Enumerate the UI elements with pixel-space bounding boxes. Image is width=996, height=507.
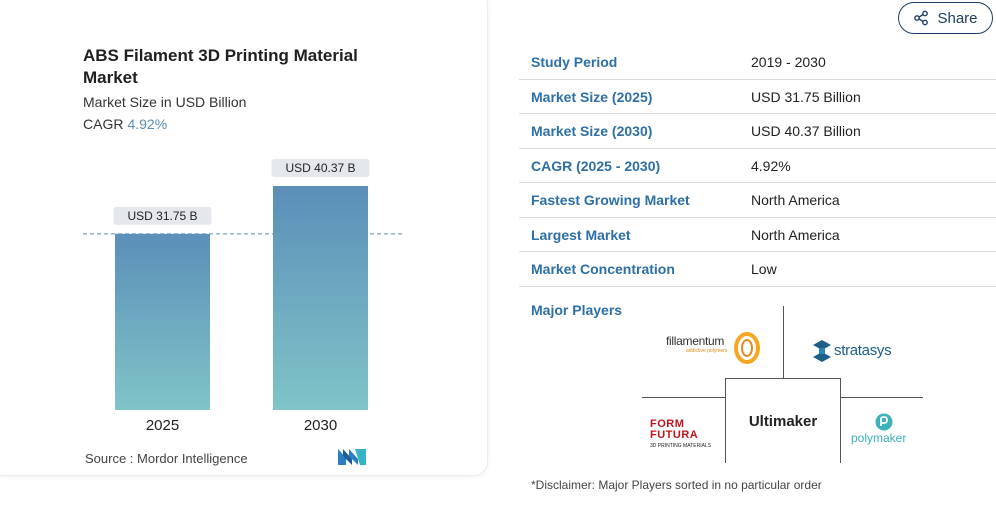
stratasys-icon [813, 340, 831, 362]
fact-label: CAGR (2025 - 2030) [531, 157, 661, 174]
fact-value: USD 40.37 Billion [751, 123, 861, 139]
formfutura-tagline: 3D PRINTING MATERIALS [650, 443, 712, 449]
fact-row-fastest-growing-market: Fastest Growing Market North America [519, 183, 996, 218]
fact-label: Fastest Growing Market [531, 192, 690, 208]
players-divider-right [841, 397, 923, 398]
x-tick-label: 2030 [304, 417, 337, 434]
fact-row-study-period: Study Period 2019 - 2030 [519, 45, 996, 80]
fact-value: Low [751, 261, 777, 277]
data-label-box [113, 206, 212, 225]
fact-row-market-concentration: Market Concentration Low [519, 252, 996, 287]
fillamentum-tagline: addictive polymers [686, 348, 728, 354]
ultimaker-logo-box: Ultimaker [725, 378, 841, 463]
fact-row-market-size-2030: Market Size (2030) USD 40.37 Billion [519, 114, 996, 149]
formfutura-wordmark: FORM FUTURA [650, 418, 699, 441]
fact-label: Market Size (2030) [531, 123, 653, 139]
share-icon [914, 10, 929, 26]
fact-row-cagr: CAGR (2025 - 2030) 4.92% [519, 149, 996, 183]
bar-2030 [273, 186, 368, 410]
fact-row-market-size-2025: Market Size (2025) USD 31.75 Billion [519, 80, 996, 114]
fact-value: USD 31.75 Billion [751, 88, 861, 105]
fact-row-largest-market: Largest Market North America [519, 218, 996, 252]
polymaker-logo: polymaker [851, 431, 907, 445]
stratasys-logo: stratasys [834, 342, 892, 359]
players-divider-left [642, 397, 725, 398]
players-divider-vertical [783, 306, 784, 378]
chart-title: ABS Filament 3D Printing Material Market [83, 46, 358, 87]
fact-label: Market Size (2025) [531, 88, 653, 105]
mordor-intelligence-logo-icon [338, 449, 366, 465]
share-button[interactable]: Share [898, 2, 993, 34]
data-label-box [271, 159, 370, 177]
polymaker-icon [875, 413, 893, 431]
bar-chart: USD 31.75 B 2025 USD 40.37 B 2030 [83, 159, 402, 434]
bar-2025 [115, 233, 210, 410]
disclaimer-text: *Disclaimer: Major Players sorted in no … [531, 478, 822, 492]
fillamentum-spool-icon [734, 332, 760, 364]
fillamentum-wordmark: fillamentum [666, 334, 725, 348]
fillamentum-logo: fillamentum addictive polymers [666, 334, 727, 354]
fact-label: Largest Market [531, 226, 631, 243]
major-players-label: Major Players [531, 302, 623, 318]
market-facts-table: Study Period 2019 - 2030 Market Size (20… [519, 45, 996, 287]
fact-label: Study Period [531, 54, 618, 70]
source-text: Source : Mordor Intelligence [85, 451, 248, 466]
cagr-line: CAGR 4.92% [83, 116, 167, 132]
share-label: Share [937, 9, 978, 27]
fact-value: North America [751, 192, 840, 208]
formfutura-logo: FORM FUTURA 3D PRINTING MATERIALS [650, 418, 718, 450]
fact-value: 4.92% [751, 157, 791, 174]
chart-card [0, 0, 488, 476]
x-tick-label: 2025 [146, 417, 179, 434]
fact-label: Market Concentration [531, 261, 675, 277]
fact-value: North America [751, 226, 840, 243]
fact-value: 2019 - 2030 [751, 54, 826, 70]
cagr-label: CAGR [83, 116, 124, 132]
ultimaker-logo: Ultimaker [748, 413, 818, 430]
chart-subtitle: Market Size in USD Billion [83, 94, 247, 110]
data-label: USD 31.75 B [127, 209, 197, 223]
data-label: USD 40.37 B [285, 161, 355, 175]
cagr-value: 4.92% [127, 116, 168, 132]
